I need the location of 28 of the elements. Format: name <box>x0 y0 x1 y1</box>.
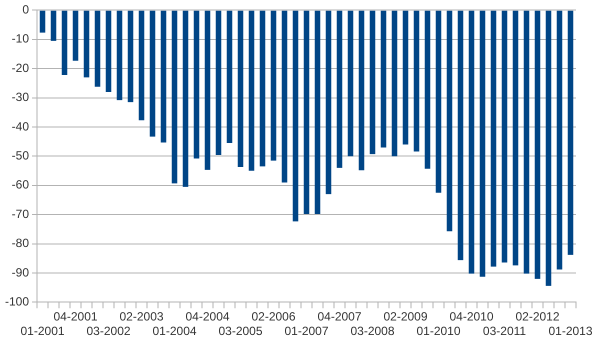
x-tick-label: 01-2007 <box>284 324 329 338</box>
x-tick-label: 02-2006 <box>251 310 296 324</box>
y-tick-label: -70 <box>12 206 30 221</box>
x-tick-label: 04-2004 <box>185 310 230 324</box>
x-tick-label: 02-2009 <box>383 310 428 324</box>
x-tick-label: 03-2005 <box>218 324 263 338</box>
x-tick-label: 03-2008 <box>350 324 395 338</box>
x-tick-label: 01-2010 <box>416 324 461 338</box>
x-tick-label: 01-2001 <box>20 324 65 338</box>
y-tick-label: -60 <box>12 178 30 192</box>
x-tick-label: 02-2012 <box>515 310 560 324</box>
y-tick-label: -10 <box>12 32 30 46</box>
y-tick-label: -20 <box>12 60 30 75</box>
x-tick-label: 02-2003 <box>119 310 164 324</box>
y-tick-label: -80 <box>12 236 30 250</box>
y-tick-label: -40 <box>12 119 30 134</box>
x-tick-label: 01-2013 <box>548 324 593 338</box>
x-tick-label: 01-2004 <box>152 324 197 338</box>
x-tick-label: 03-2002 <box>86 324 131 338</box>
y-tick-label: -90 <box>12 265 30 280</box>
y-tick-label: -30 <box>12 90 30 104</box>
y-tick-label: 0 <box>22 2 30 17</box>
y-tick-label: -50 <box>12 148 30 163</box>
x-tick-label: 03-2011 <box>482 324 526 338</box>
x-tick-label: 04-2001 <box>53 310 98 324</box>
y-tick-label: -100 <box>4 294 30 309</box>
x-tick-label: 04-2010 <box>449 310 494 324</box>
x-tick-label: 04-2007 <box>317 310 362 324</box>
